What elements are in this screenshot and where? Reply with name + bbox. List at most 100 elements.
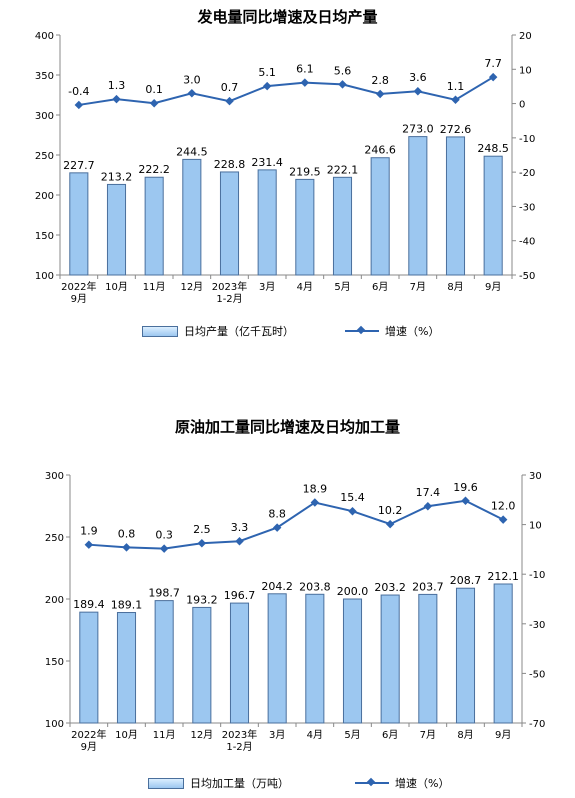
growth-rate-label: 3.0 [183, 73, 201, 86]
growth-rate-line [88, 499, 504, 550]
x-tick-label: 8月 [447, 281, 463, 293]
growth-rate-label: 2.8 [371, 74, 389, 87]
growth-rate-point [187, 89, 197, 98]
growth-rate-point [338, 80, 347, 89]
bar-value-label: 212.1 [487, 570, 519, 583]
left-tick-label: 200 [45, 595, 64, 606]
growth-rate-line [78, 76, 494, 106]
left-tick-label: 250 [35, 151, 54, 162]
bar-value-label: 203.8 [299, 580, 331, 593]
growth-rate-label: 1.9 [80, 525, 98, 538]
left-tick-label: 200 [35, 191, 54, 202]
bar-legend-swatch [148, 777, 184, 789]
growth-rate-label: 7.7 [484, 57, 502, 70]
bar [445, 136, 466, 276]
growth-rate-point [149, 98, 159, 108]
bar [182, 158, 202, 276]
bar [493, 583, 513, 724]
bar-value-label: 203.7 [412, 580, 444, 593]
growth-rate-label: 15.4 [340, 491, 365, 504]
x-tick-label: 4月 [307, 729, 323, 741]
growth-rate-label: 10.2 [378, 504, 403, 517]
growth-rate-label: 2.5 [193, 523, 211, 536]
right-tick-label: -20 [519, 168, 535, 179]
bar [408, 136, 428, 276]
right-tick-label: -50 [519, 271, 535, 282]
bar [106, 183, 127, 276]
growth-rate-label: -0.4 [68, 85, 89, 98]
bar-value-label: 203.2 [374, 581, 406, 594]
growth-rate-point [84, 540, 94, 549]
legend-line-series: 增速（%） [355, 775, 449, 791]
growth-rate-point [112, 94, 121, 104]
growth-rate-label: 0.1 [145, 83, 163, 96]
left-tick-label: 100 [45, 719, 64, 730]
x-tick-label: 11月 [153, 729, 176, 741]
bar [267, 593, 287, 724]
bar [370, 157, 390, 276]
bar [69, 172, 89, 276]
legend-label: 日均加工量（万吨） [190, 777, 289, 790]
right-tick-label: 10 [519, 65, 532, 76]
growth-rate-label: 0.8 [118, 527, 136, 540]
x-tick-label: 2023年 1-2月 [212, 280, 247, 305]
growth-rate-label: 3.3 [231, 521, 249, 534]
x-tick-label: 12月 [180, 281, 203, 293]
bar [229, 602, 250, 724]
bar-value-label: 189.1 [111, 599, 143, 612]
bar [418, 593, 438, 724]
bar-value-label: 213.2 [101, 170, 133, 183]
bar [192, 606, 212, 724]
x-tick-label: 10月 [105, 281, 128, 293]
growth-rate-point [348, 506, 357, 516]
growth-rate-label: 0.3 [155, 529, 173, 542]
x-tick-label: 9月 [495, 729, 511, 741]
x-tick-label: 7月 [410, 281, 426, 293]
x-tick-label: 6月 [382, 729, 398, 741]
bar [455, 587, 476, 724]
right-tick-label: -40 [519, 237, 535, 248]
left-tick-label: 150 [45, 657, 64, 668]
x-tick-label: 3月 [269, 729, 285, 741]
bar [332, 176, 353, 276]
x-tick-label: 5月 [344, 729, 360, 741]
right-tick-label: -10 [529, 570, 545, 581]
bar-value-label: 227.7 [63, 159, 95, 172]
chart-title: 原油加工量同比增速及日均加工量 [174, 418, 400, 436]
bar [219, 171, 240, 276]
x-tick-label: 2022年 9月 [61, 280, 96, 305]
right-tick-label: 20 [519, 31, 532, 42]
bar [257, 169, 277, 276]
right-tick-label: 30 [529, 471, 542, 482]
growth-rate-label: 3.6 [409, 71, 427, 84]
x-tick-label: 2022年 9月 [71, 728, 106, 753]
growth-rate-label: 6.1 [296, 63, 314, 76]
bar-value-label: 204.2 [261, 580, 293, 593]
left-tick-label: 300 [35, 111, 54, 122]
growth-rate-point [498, 515, 508, 524]
bar [154, 600, 174, 724]
left-tick-label: 250 [45, 533, 64, 544]
bar-value-label: 248.5 [477, 142, 509, 155]
growth-rate-label: 5.6 [334, 64, 352, 77]
right-tick-label: 10 [529, 521, 542, 532]
legend-label: 日均产量（亿千瓦时） [184, 325, 294, 338]
growth-rate-label: 18.9 [303, 483, 328, 496]
growth-rate-point [375, 89, 385, 99]
left-tick-label: 400 [35, 31, 54, 42]
bar [116, 612, 137, 724]
crude-oil-processing-chart: 原油加工量同比增速及日均加工量 100 150 200 250 300 -70 -50 -30… [0, 410, 575, 798]
growth-rate-point [451, 95, 460, 105]
right-tick-label: -30 [529, 620, 545, 631]
legend-label: 增速（%） [395, 777, 450, 790]
right-tick-label: 0 [519, 100, 525, 111]
left-tick-label: 100 [35, 271, 54, 282]
bar-value-label: 246.6 [364, 144, 396, 157]
legend-line-series: 增速（%） [345, 323, 439, 339]
bar [380, 594, 400, 724]
power-generation-chart: 发电量同比增速及日均产量 100 150 200 250 300 350 400 -50 -40… [0, 0, 575, 370]
x-tick-label: 9月 [485, 281, 501, 293]
bar-value-label: 231.4 [251, 156, 283, 169]
growth-rate-point [159, 544, 169, 553]
right-tick-label: -30 [519, 202, 535, 213]
